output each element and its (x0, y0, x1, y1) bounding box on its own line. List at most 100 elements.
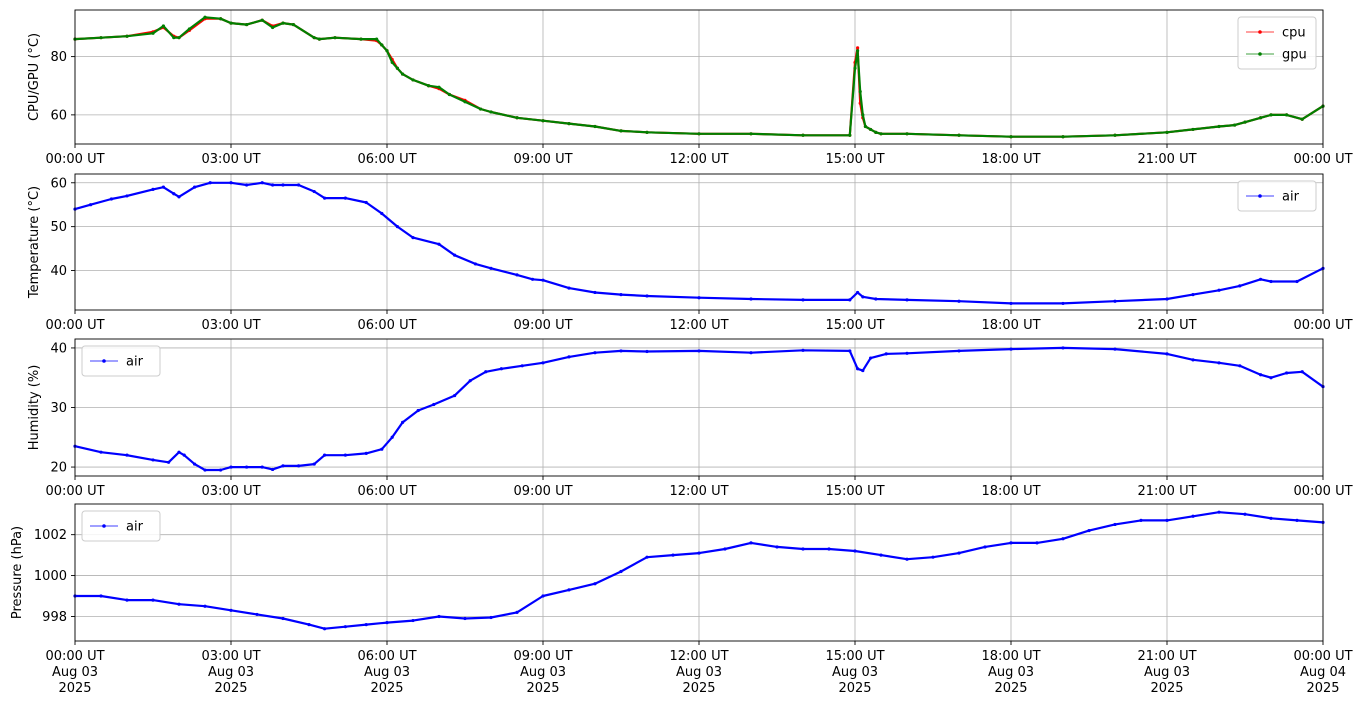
x-tick-label: 00:00 UT (1293, 484, 1352, 499)
legend-marker (1258, 30, 1262, 34)
x-tick-label: 00:00 UT (1293, 318, 1352, 333)
data-point (957, 133, 961, 137)
data-point (437, 85, 441, 89)
data-point (515, 610, 519, 614)
data-point (749, 297, 753, 301)
data-point (193, 462, 197, 466)
data-point (957, 299, 961, 303)
x-tick-label: 18:00 UT (981, 152, 1040, 167)
data-point (619, 293, 623, 297)
data-point (1217, 124, 1221, 129)
data-point (203, 15, 207, 19)
data-point (1009, 347, 1013, 351)
data-point (1113, 299, 1117, 303)
data-point (1217, 288, 1221, 292)
data-point (489, 110, 493, 114)
data-point (297, 183, 301, 187)
y-tick-label: 30 (50, 401, 67, 416)
data-point (848, 349, 852, 353)
data-point (390, 60, 394, 65)
y-tick-label: 50 (50, 220, 67, 235)
data-point (1243, 120, 1247, 124)
x-tick-label: 00:00 UT (1293, 152, 1352, 167)
data-point (473, 262, 477, 266)
data-point (1243, 512, 1247, 516)
data-point (380, 447, 384, 451)
data-point (125, 453, 129, 457)
series-line-gpu (74, 16, 1324, 138)
data-point (1009, 301, 1013, 306)
data-point (177, 36, 181, 40)
data-point (390, 435, 394, 439)
data-point (1009, 135, 1013, 139)
data-point (260, 181, 264, 185)
data-point (671, 553, 675, 557)
data-point (255, 612, 259, 617)
data-point (593, 351, 597, 355)
data-point (245, 183, 249, 187)
data-point (1191, 514, 1195, 518)
data-point (312, 462, 316, 466)
data-point (177, 602, 181, 606)
data-point (364, 200, 368, 205)
legend-marker (102, 359, 106, 363)
legend-entry: cpu (1282, 26, 1306, 41)
data-point (323, 627, 327, 631)
x-tick-label: 00:00 UT (45, 484, 104, 499)
data-point (541, 361, 545, 365)
data-point (853, 66, 857, 70)
x-tick-label: 15:00 UT (825, 152, 884, 167)
data-point (229, 21, 233, 25)
data-point (281, 616, 285, 621)
subplot-3: 00:00 UT 03:00 UT 06:00 UT 09:00 UT 12:00 UT… (27, 338, 1353, 499)
x-tick-label: 21:00 UT (1137, 318, 1196, 333)
data-point (281, 464, 285, 468)
data-point (905, 132, 909, 136)
x-tick-label: 00:00 UT Aug 04 2025 (1293, 649, 1352, 696)
data-point (359, 37, 363, 41)
data-point (182, 453, 186, 457)
data-point (1269, 113, 1273, 117)
x-tick-label: 00:00 UT Aug 03 2025 (45, 649, 104, 696)
x-tick-label: 09:00 UT (513, 152, 572, 167)
data-point (874, 297, 878, 301)
data-point (869, 127, 873, 132)
data-point (1259, 116, 1263, 120)
data-point (260, 465, 264, 469)
data-point (1259, 373, 1263, 377)
data-point (208, 181, 212, 185)
data-point (531, 277, 535, 281)
data-point (1233, 123, 1237, 127)
data-point (317, 37, 321, 41)
data-point (1061, 537, 1065, 541)
data-point (125, 598, 129, 602)
subplot-4: 00:00 UT Aug 03 2025 03:00 UT Aug 03 2025 06:0… (10, 503, 1353, 696)
data-point (484, 370, 488, 374)
x-tick-label: 06:00 UT (357, 318, 416, 333)
data-point (697, 349, 701, 353)
data-point (1269, 279, 1273, 284)
data-point (416, 408, 420, 413)
data-point (281, 21, 285, 25)
data-point (515, 116, 519, 120)
data-point (861, 295, 865, 299)
data-point (1238, 284, 1242, 288)
x-tick-label: 00:00 UT (45, 152, 104, 167)
y-tick-label: 60 (50, 176, 67, 191)
data-point (775, 545, 779, 549)
data-point (749, 541, 753, 545)
data-point (463, 100, 467, 104)
data-point (1061, 346, 1065, 350)
data-point (645, 555, 649, 559)
legend-box (81, 345, 161, 377)
x-tick-label: 21:00 UT (1137, 152, 1196, 167)
data-point (1285, 371, 1289, 375)
data-point (723, 547, 727, 551)
data-point (151, 598, 155, 602)
data-point (380, 211, 384, 216)
data-point (567, 355, 571, 359)
data-point (856, 49, 860, 53)
data-point (411, 618, 415, 623)
x-tick-label: 06:00 UT (357, 484, 416, 499)
